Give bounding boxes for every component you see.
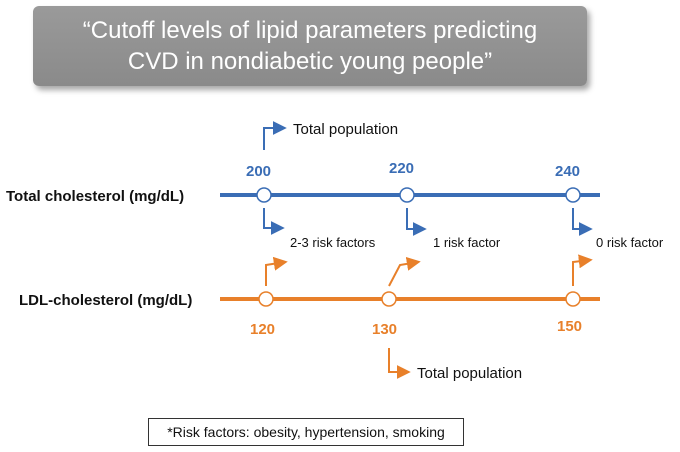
title-line-2: CVD in nondiabetic young people” bbox=[127, 48, 493, 75]
ldl-130-below-label: Total population bbox=[417, 365, 522, 382]
ldl-value-120: 120 bbox=[250, 321, 275, 338]
ldl-value-150: 150 bbox=[557, 318, 582, 335]
title-line-1: “Cutoff levels of lipid parameters predi… bbox=[82, 17, 538, 44]
tc-value-220: 220 bbox=[389, 160, 414, 177]
tc-value-200: 200 bbox=[246, 163, 271, 180]
tc-point-200 bbox=[256, 187, 272, 203]
ldl-point-150 bbox=[565, 291, 581, 307]
tc-240-down-arrow bbox=[572, 208, 593, 236]
tc-200-above-label: Total population bbox=[293, 121, 398, 138]
row-label-total-cholesterol: Total cholesterol (mg/dL) bbox=[6, 188, 184, 205]
ldl-130-up-arrow bbox=[388, 256, 421, 287]
tc-200-down-arrow bbox=[263, 208, 285, 235]
ldl-value-130: 130 bbox=[372, 321, 397, 338]
tc-200-up-arrow bbox=[263, 121, 287, 150]
tc-point-220 bbox=[399, 187, 415, 203]
tc-200-below-label: 2-3 risk factors bbox=[290, 235, 376, 250]
title-banner: “Cutoff levels of lipid parameters predi… bbox=[33, 6, 587, 86]
tc-220-below-label: 1 risk factor bbox=[433, 235, 501, 250]
ldl-130-down-arrow bbox=[388, 348, 411, 379]
ldl-150-up-arrow bbox=[572, 254, 593, 286]
tc-value-240: 240 bbox=[555, 163, 580, 180]
tc-240-below-label: 0 risk factor bbox=[596, 235, 664, 250]
ldl-point-130 bbox=[381, 291, 397, 307]
ldl-point-120 bbox=[258, 291, 274, 307]
row-label-ldl-cholesterol: LDL-cholesterol (mg/dL) bbox=[19, 292, 192, 309]
ldl-120-up-arrow bbox=[265, 256, 288, 286]
tc-point-240 bbox=[565, 187, 581, 203]
risk-factors-footnote: *Risk factors: obesity, hypertension, sm… bbox=[148, 418, 464, 446]
tc-220-down-arrow bbox=[406, 208, 427, 236]
